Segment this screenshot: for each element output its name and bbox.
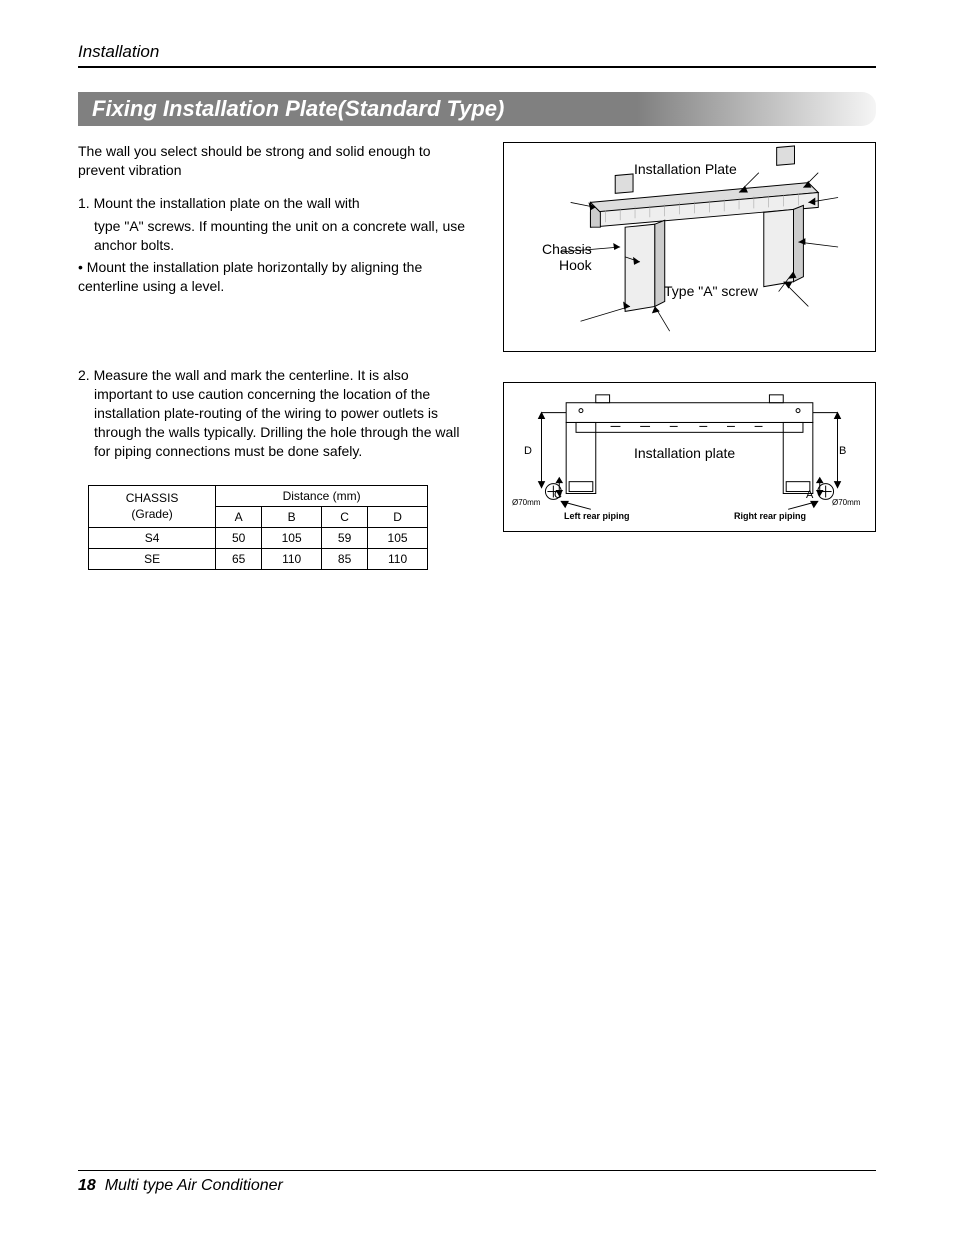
label-dia-right: Ø70mm: [832, 498, 860, 507]
chassis-hdr-bot: (Grade): [131, 507, 172, 521]
label-left-piping: Left rear piping: [564, 511, 630, 521]
table-cell: 85: [322, 549, 368, 570]
bullet-text: • Mount the installation plate horizonta…: [78, 258, 473, 296]
left-column: The wall you select should be strong and…: [78, 142, 473, 570]
table-cell: 110: [368, 549, 428, 570]
table-cell: 59: [322, 528, 368, 549]
title-text: Fixing Installation Plate(Standard Type): [92, 96, 504, 121]
table-row: S4 50 105 59 105: [89, 528, 428, 549]
table-col-a: A: [216, 506, 262, 527]
table-distance-header: Distance (mm): [216, 485, 428, 506]
table-cell: 110: [262, 549, 322, 570]
diagram-installation-plate-3d: Installation Plate Chassis Hook Type "A"…: [503, 142, 876, 352]
title-bar: Fixing Installation Plate(Standard Type): [78, 92, 876, 126]
table-cell: 65: [216, 549, 262, 570]
label-right-piping: Right rear piping: [734, 511, 806, 521]
label-type-a-screw: Type "A" screw: [664, 283, 758, 299]
label-hook: Hook: [559, 257, 592, 273]
table-row: SE 65 110 85 110: [89, 549, 428, 570]
step2-cont: important to use caution concerning the …: [78, 385, 473, 461]
section-header: Installation: [78, 42, 876, 68]
table-cell: 50: [216, 528, 262, 549]
table-chassis-header: CHASSIS (Grade): [89, 485, 216, 527]
distance-table: CHASSIS (Grade) Distance (mm) A B C D S4…: [88, 485, 428, 571]
label-installation-plate: Installation Plate: [634, 161, 737, 177]
label-d: D: [524, 445, 532, 457]
table-cell: 105: [368, 528, 428, 549]
step2-lead: 2. Measure the wall and mark the centerl…: [78, 366, 473, 385]
label-a: A: [806, 489, 813, 501]
diagram-installation-plate-front: Installation plate D B C A Ø70mm Ø70mm L…: [503, 382, 876, 532]
page-number: 18: [78, 1177, 96, 1194]
label-c: C: [554, 489, 562, 501]
label-b: B: [839, 445, 846, 457]
intro-text: The wall you select should be strong and…: [78, 142, 473, 180]
table-cell: S4: [89, 528, 216, 549]
page-footer: 18 Multi type Air Conditioner: [78, 1170, 876, 1195]
chassis-hdr-top: CHASSIS: [126, 491, 179, 505]
right-column: Installation Plate Chassis Hook Type "A"…: [503, 142, 876, 570]
table-col-d: D: [368, 506, 428, 527]
table-col-b: B: [262, 506, 322, 527]
step1-lead: 1. Mount the installation plate on the w…: [78, 194, 473, 213]
table-cell: 105: [262, 528, 322, 549]
footer-title: Multi type Air Conditioner: [105, 1177, 283, 1194]
table-cell: SE: [89, 549, 216, 570]
step1-cont: type "A" screws. If mounting the unit on…: [78, 217, 473, 255]
label-dia-left: Ø70mm: [512, 498, 540, 507]
label-chassis: Chassis: [542, 241, 592, 257]
table-col-c: C: [322, 506, 368, 527]
label-installation-plate-2: Installation plate: [634, 445, 735, 461]
